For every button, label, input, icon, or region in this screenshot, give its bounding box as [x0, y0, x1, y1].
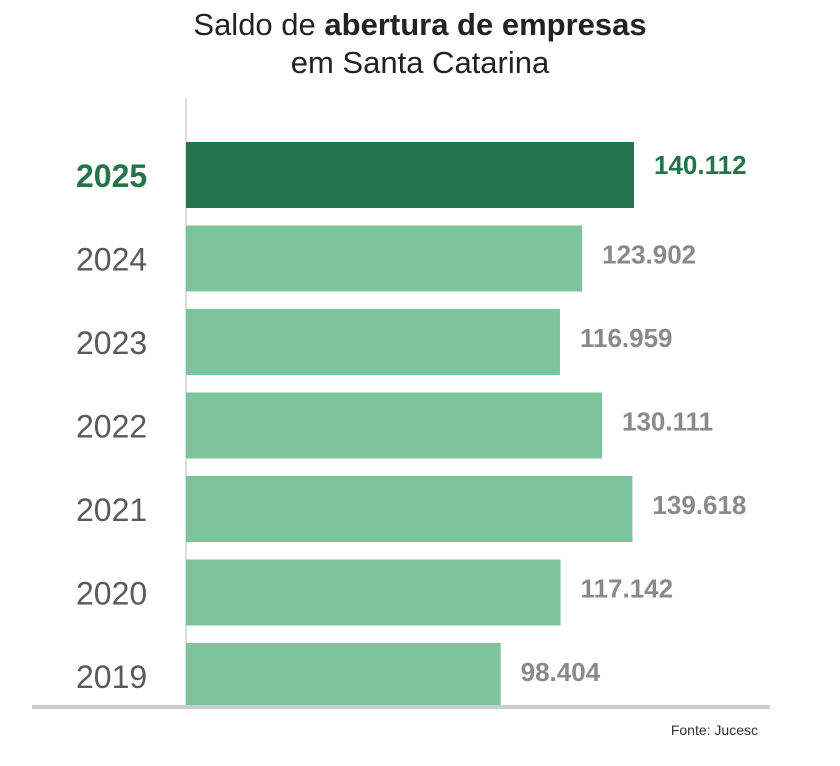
category-label-2025: 2025	[76, 158, 147, 194]
title-line-2: em Santa Catarina	[290, 45, 550, 80]
category-label-2024: 2024	[76, 242, 147, 278]
value-label-2022: 130.111	[622, 407, 713, 437]
bar-2020	[186, 559, 561, 626]
value-label-2019: 98.404	[521, 657, 601, 687]
category-label-2021: 2021	[76, 492, 147, 528]
value-label-2021: 139.618	[652, 490, 746, 520]
category-label-2019: 2019	[76, 659, 147, 695]
bar-2025	[186, 142, 634, 208]
bar-2024	[186, 225, 583, 292]
title-prefix: Saldo de	[193, 7, 325, 42]
bar-2022	[186, 392, 603, 459]
value-label-2024: 123.902	[602, 240, 696, 270]
title-bold: abertura de empresas	[324, 7, 647, 42]
value-label-2020: 117.142	[581, 574, 674, 604]
bar-2021	[186, 476, 633, 542]
value-label-2023: 116.959	[580, 323, 673, 353]
category-label-2023: 2023	[76, 325, 147, 361]
source-note: Fonte: Jucesc	[670, 722, 758, 738]
value-label-2025: 140.112	[654, 150, 747, 180]
bar-2023	[186, 309, 560, 375]
category-label-2022: 2022	[76, 409, 147, 445]
title-line-1: Saldo de abertura de empresas	[0, 6, 840, 44]
chart-title: Saldo de abertura de empresas em Santa C…	[0, 6, 840, 82]
category-label-2020: 2020	[76, 576, 147, 612]
bar-2019	[186, 643, 501, 709]
